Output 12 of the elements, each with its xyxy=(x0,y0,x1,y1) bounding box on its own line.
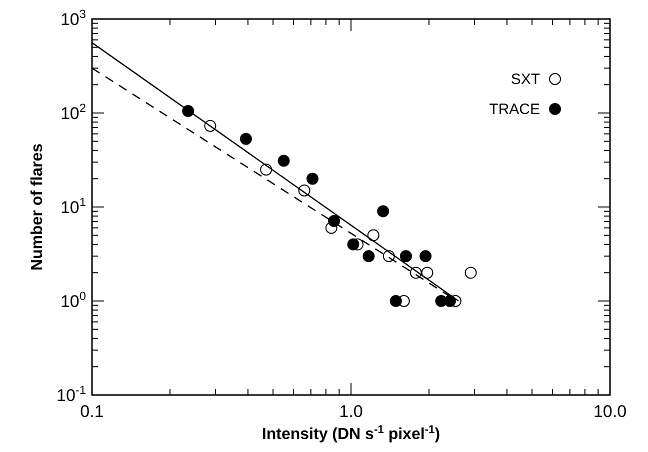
y-axis-title: Number of flares xyxy=(29,143,46,271)
x-axis-title: Intensity (DN s$^{-1}$ pixel$^{-1}$) xyxy=(262,424,440,443)
y-tick-label: 10$^{0}$ xyxy=(60,289,86,311)
y-tick-label: 10$^{3}$ xyxy=(60,7,86,29)
legend-label: TRACE xyxy=(489,101,540,118)
y-tick-label: 10$^{-1}$ xyxy=(56,383,86,405)
y-tick-label: 10$^{2}$ xyxy=(60,101,86,123)
x-tick-label: 0.1 xyxy=(80,402,104,421)
x-tick-label: 10.0 xyxy=(593,402,627,421)
x-tick-label: 1.0 xyxy=(339,402,363,421)
legend-label: SXT xyxy=(510,71,540,88)
y-tick-label: 10$^{1}$ xyxy=(60,195,86,217)
